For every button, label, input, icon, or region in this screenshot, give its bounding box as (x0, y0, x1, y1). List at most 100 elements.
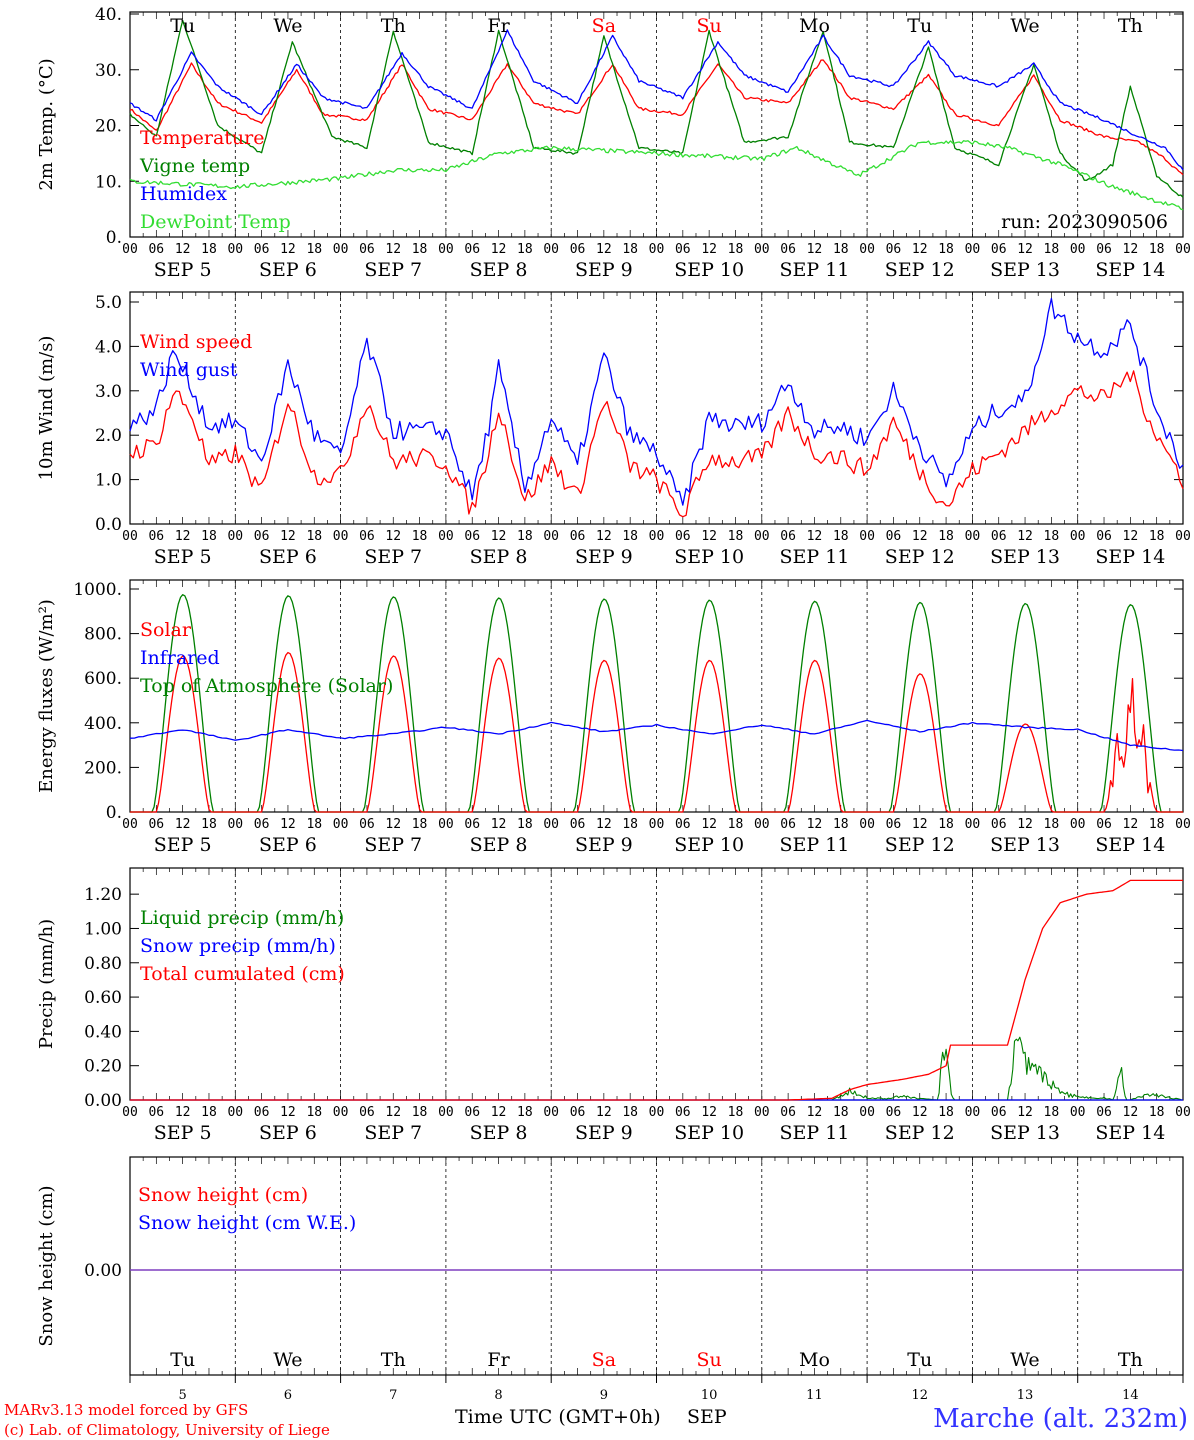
hour-tick-label: 18 (728, 1105, 744, 1120)
hour-tick-label: 18 (938, 529, 954, 544)
hour-tick-label: 00 (1070, 1105, 1086, 1120)
date-label: SEP 13 (990, 546, 1060, 568)
hour-tick-label: 06 (464, 242, 480, 257)
day-name-label: Tu (907, 1349, 932, 1371)
legend-liquid-precip-mm-h: Liquid precip (mm/h) (140, 907, 344, 929)
date-label: SEP 8 (470, 259, 528, 281)
hour-tick-label: 06 (464, 817, 480, 832)
hour-tick-label: 12 (175, 817, 191, 832)
date-label: SEP 10 (674, 259, 744, 281)
date-label: SEP 5 (154, 546, 212, 568)
date-label: SEP 12 (885, 834, 955, 856)
hour-tick-label: 18 (412, 242, 428, 257)
hour-tick-label: 00 (333, 529, 349, 544)
day-number-label: 14 (1122, 1388, 1139, 1403)
wind-y-tick-label: 2.0 (95, 426, 122, 446)
hour-tick-label: 06 (1096, 529, 1112, 544)
hour-tick-label: 12 (280, 817, 296, 832)
hour-tick-label: 06 (570, 817, 586, 832)
hour-tick-label: 18 (622, 1105, 638, 1120)
hour-tick-label: 18 (833, 1105, 849, 1120)
hour-tick-label: 12 (596, 529, 612, 544)
hour-tick-label: 12 (701, 1105, 717, 1120)
day-number-label: 9 (600, 1388, 608, 1403)
hour-tick-label: 06 (148, 242, 164, 257)
hour-tick-label: 18 (1044, 817, 1060, 832)
hour-tick-label: 18 (728, 242, 744, 257)
hour-tick-label: 00 (859, 817, 875, 832)
hour-tick-label: 18 (1044, 242, 1060, 257)
precip-y-axis-label: Precip (mm/h) (36, 919, 57, 1049)
day-name-label: We (273, 15, 302, 37)
hour-tick-label: 12 (1123, 817, 1139, 832)
day-name-label: Mo (799, 15, 830, 37)
hour-tick-label: 00 (543, 529, 559, 544)
hour-tick-label: 12 (385, 242, 401, 257)
hour-tick-label: 12 (1123, 242, 1139, 257)
hour-tick-label: 18 (938, 1105, 954, 1120)
wind-y-tick-label: 1.0 (95, 471, 122, 491)
hour-tick-label: 18 (517, 529, 533, 544)
hour-tick-label: 18 (306, 817, 322, 832)
date-label: SEP 7 (364, 546, 422, 568)
hour-tick-label: 00 (1175, 1105, 1191, 1120)
temp-y-axis-label: 2m Temp. (°C) (36, 58, 57, 190)
hour-tick-label: 06 (886, 242, 902, 257)
date-label: SEP 11 (780, 259, 850, 281)
energy-y-tick-label: 200. (84, 758, 122, 778)
footer-station: Marche (alt. 232m) (933, 1404, 1188, 1434)
hour-tick-label: 00 (122, 529, 138, 544)
legend-solar: Solar (140, 619, 192, 641)
hour-tick-label: 18 (1149, 817, 1165, 832)
hour-tick-label: 06 (886, 1105, 902, 1120)
hour-tick-label: 18 (622, 817, 638, 832)
legend-dewpoint-temp: DewPoint Temp (140, 211, 291, 233)
day-name-label: Tu (170, 1349, 195, 1371)
date-label: SEP 5 (154, 259, 212, 281)
hour-tick-label: 06 (254, 242, 270, 257)
hour-tick-label: 18 (622, 242, 638, 257)
hour-tick-label: 00 (1070, 529, 1086, 544)
hour-tick-label: 06 (570, 529, 586, 544)
hour-tick-label: 18 (306, 529, 322, 544)
date-label: SEP 8 (470, 546, 528, 568)
legend-wind-gust: Wind gust (140, 359, 238, 381)
date-label: SEP 14 (1095, 834, 1165, 856)
hour-tick-label: 00 (543, 817, 559, 832)
hour-tick-label: 12 (807, 242, 823, 257)
legend-total-cumulated-cm: Total cumulated (cm) (140, 963, 345, 985)
hour-tick-label: 06 (254, 1105, 270, 1120)
precip-y-tick-label: 0.80 (84, 954, 122, 974)
hour-tick-label: 00 (649, 242, 665, 257)
day-number-label: 13 (1017, 1388, 1034, 1403)
hour-tick-label: 00 (333, 242, 349, 257)
hour-tick-label: 00 (649, 1105, 665, 1120)
hour-tick-label: 12 (596, 817, 612, 832)
hour-tick-label: 00 (333, 817, 349, 832)
day-number-label: 12 (911, 1388, 928, 1403)
legend-infrared: Infrared (140, 647, 220, 669)
date-label: SEP 14 (1095, 1122, 1165, 1144)
hour-tick-label: 18 (833, 529, 849, 544)
hour-tick-label: 18 (1044, 1105, 1060, 1120)
hour-tick-label: 00 (1175, 242, 1191, 257)
hour-tick-label: 18 (728, 529, 744, 544)
hour-tick-label: 00 (543, 242, 559, 257)
hour-tick-label: 06 (570, 242, 586, 257)
hour-tick-label: 18 (938, 817, 954, 832)
hour-tick-label: 12 (175, 1105, 191, 1120)
day-name-label: Su (697, 1349, 722, 1371)
wind-y-tick-label: 5.0 (95, 293, 122, 313)
series-wind-gust (129, 297, 1184, 506)
snow-y-axis-label: Snow height (cm) (36, 1185, 57, 1346)
date-label: SEP 11 (780, 834, 850, 856)
hour-tick-label: 12 (912, 242, 928, 257)
hour-tick-label: 06 (675, 242, 691, 257)
hour-tick-label: 12 (912, 1105, 928, 1120)
hour-tick-label: 12 (1123, 529, 1139, 544)
hour-tick-label: 00 (438, 529, 454, 544)
hour-tick-label: 00 (965, 1105, 981, 1120)
date-label: SEP 14 (1095, 546, 1165, 568)
hour-tick-label: 06 (148, 529, 164, 544)
legend-wind-speed: Wind speed (140, 331, 252, 353)
